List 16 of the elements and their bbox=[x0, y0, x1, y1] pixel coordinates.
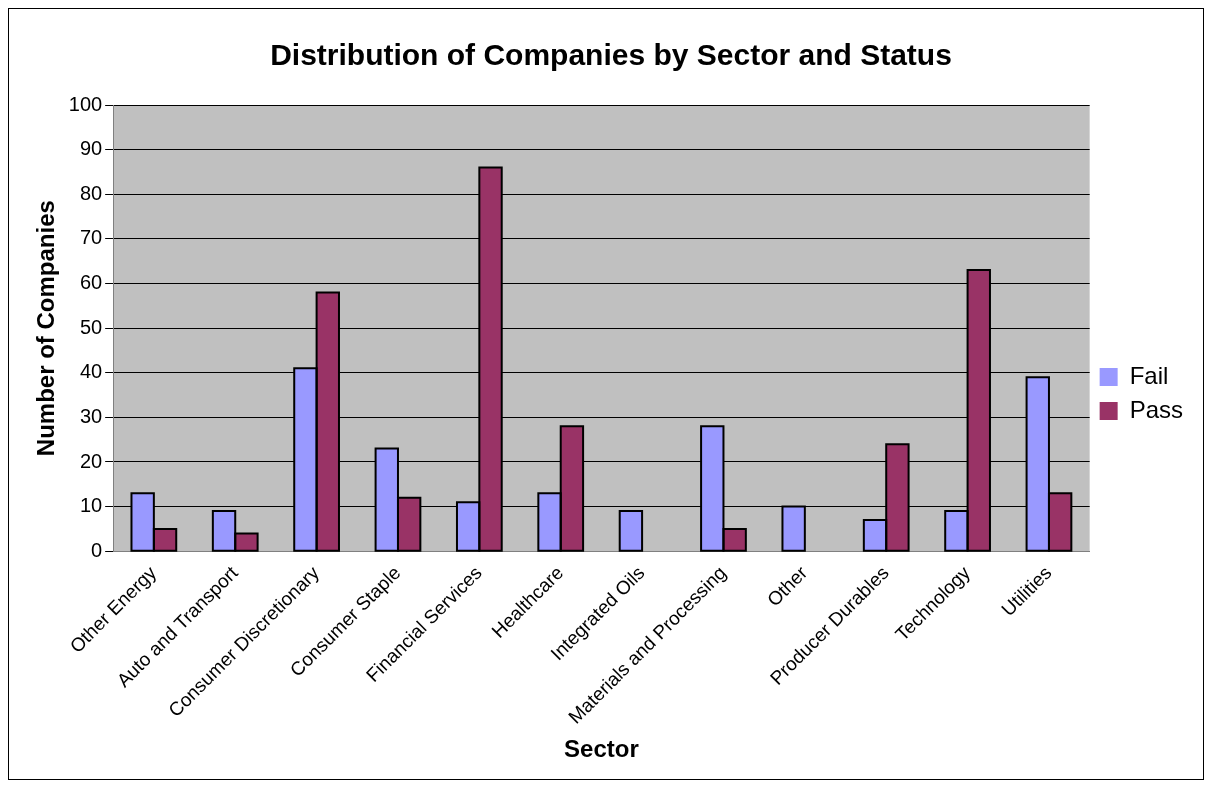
y-axis-title: Number of Companies bbox=[32, 200, 60, 457]
legend-label: Fail bbox=[1129, 361, 1169, 389]
y-tick-label: 10 bbox=[79, 494, 103, 517]
y-tick-label: 60 bbox=[79, 271, 103, 294]
y-tick-label: 40 bbox=[79, 360, 103, 383]
y-tick-label: 80 bbox=[79, 181, 103, 204]
x-axis-title: Sector bbox=[564, 735, 639, 763]
y-tick-label: 20 bbox=[79, 449, 103, 472]
y-tick-label: 90 bbox=[79, 137, 103, 160]
y-tick-label: 100 bbox=[68, 92, 103, 115]
y-tick-label: 0 bbox=[91, 538, 103, 561]
y-tick-label: 70 bbox=[79, 226, 103, 249]
legend-label: Pass bbox=[1129, 395, 1183, 423]
y-tick-label: 30 bbox=[79, 404, 103, 427]
y-tick-label: 50 bbox=[79, 315, 103, 338]
chart-title: Distribution of Companies by Sector and Status bbox=[270, 38, 952, 72]
